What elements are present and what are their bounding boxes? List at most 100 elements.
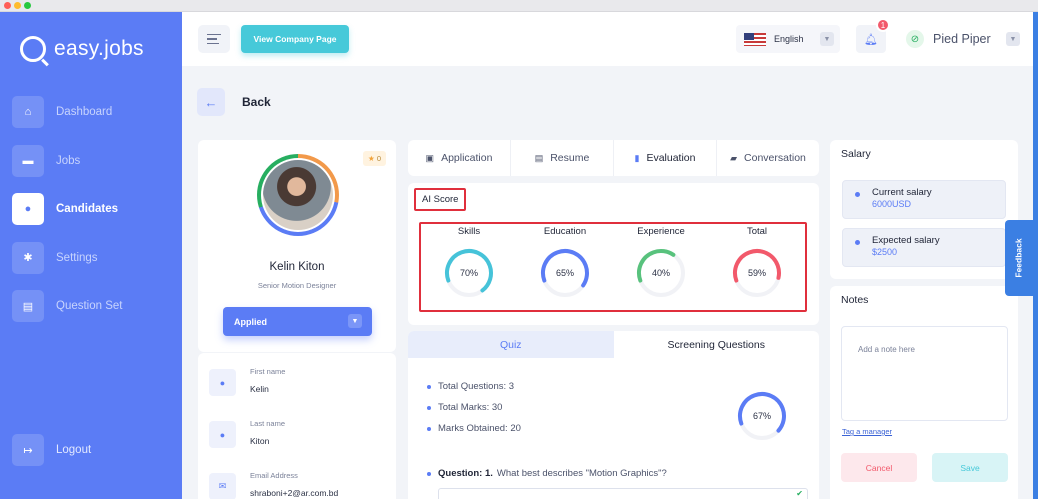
ring-progress-arc bbox=[733, 249, 781, 297]
close-window-button[interactable] bbox=[4, 2, 11, 9]
user-icon: ● bbox=[12, 193, 44, 225]
score-ring: 40% bbox=[635, 247, 687, 299]
sidebar-item-candidates[interactable]: ● Candidates bbox=[12, 193, 172, 225]
logout-button[interactable]: ↦ Logout bbox=[12, 434, 91, 466]
maximize-window-button[interactable] bbox=[24, 2, 31, 9]
company-logo-icon: ⊘ bbox=[906, 30, 924, 48]
language-select[interactable]: English ▼ bbox=[736, 25, 840, 53]
ring-progress-arc bbox=[541, 249, 589, 297]
scrollbar[interactable] bbox=[1033, 12, 1038, 499]
conversation-icon: ▰ bbox=[730, 152, 738, 163]
chevron-down-icon: ▼ bbox=[1006, 32, 1020, 46]
ai-score-title: AI Score bbox=[414, 188, 467, 211]
quiz-question: Question: 1. What best describes "Motion… bbox=[427, 468, 667, 479]
minimize-window-button[interactable] bbox=[14, 2, 21, 9]
info-label: First name bbox=[250, 367, 286, 376]
tab-application[interactable]: ▣ Application bbox=[408, 140, 511, 176]
info-email: ✉ Email Address shraboni+2@ar.com.bd bbox=[209, 469, 338, 499]
company-switcher[interactable]: ⊘ Pied Piper ▼ bbox=[900, 25, 1026, 53]
cancel-button[interactable]: Cancel bbox=[841, 453, 917, 482]
application-icon: ▣ bbox=[425, 152, 435, 163]
info-value: Kiton bbox=[250, 436, 270, 446]
sidebar-item-label: Question Set bbox=[56, 300, 123, 312]
tag-manager-link[interactable]: Tag a manager bbox=[842, 427, 893, 436]
star-icon: ★ bbox=[368, 154, 375, 163]
view-company-page-button[interactable]: View Company Page bbox=[241, 25, 349, 53]
score-ring: 70% bbox=[443, 247, 495, 299]
quiz-score-value: 67% bbox=[752, 411, 771, 421]
logo-text: easy.jobs bbox=[54, 37, 144, 60]
score-label: Experience bbox=[637, 226, 685, 237]
logout-icon: ↦ bbox=[12, 434, 44, 466]
info-value: Kelin bbox=[250, 384, 269, 394]
briefcase-icon: ▬ bbox=[12, 144, 44, 177]
salary-title: Salary bbox=[841, 148, 871, 160]
current-salary-label: Current salary bbox=[872, 187, 932, 198]
mail-icon: ✉ bbox=[209, 473, 236, 499]
score-ring: 59% bbox=[731, 247, 783, 299]
ring-progress-arc bbox=[637, 249, 685, 297]
app-logo[interactable]: easy.jobs bbox=[20, 36, 144, 62]
top-bar: View Company Page English ▼ 🔔︎ 1 ⊘ Pied … bbox=[182, 12, 1038, 66]
info-label: Last name bbox=[250, 419, 286, 428]
progress-ring-svg bbox=[445, 249, 493, 297]
score-skills: Skills 70% bbox=[429, 224, 509, 310]
evaluation-icon: ▮ bbox=[634, 152, 640, 163]
window-titlebar bbox=[0, 0, 1038, 12]
back-label: Back bbox=[242, 95, 271, 109]
note-input[interactable]: Add a note here bbox=[841, 326, 1008, 421]
home-icon: ⌂ bbox=[12, 96, 44, 128]
answer-option[interactable]: ✔ bbox=[438, 488, 808, 499]
total-questions: Total Questions: 3 bbox=[427, 381, 514, 392]
bell-icon: 🔔︎ bbox=[864, 33, 878, 46]
tab-evaluation[interactable]: ▮ Evaluation bbox=[614, 140, 717, 176]
ring-progress-arc bbox=[445, 249, 493, 297]
info-label: Email Address bbox=[250, 471, 298, 480]
sidebar-item-jobs[interactable]: ▬ Jobs bbox=[12, 144, 172, 177]
tab-label: Conversation bbox=[744, 152, 806, 164]
score-label: Total bbox=[746, 226, 768, 237]
tab-label: Resume bbox=[550, 152, 590, 164]
info-first-name: ● First name Kelin bbox=[209, 365, 285, 396]
ring-progress-arc bbox=[738, 392, 786, 440]
quiz-card: Quiz Screening Questions Total Questions… bbox=[408, 331, 819, 499]
score-value: 59% bbox=[747, 268, 766, 278]
rating-badge[interactable]: ★ 0 bbox=[363, 151, 386, 166]
back-button[interactable]: ← bbox=[197, 88, 225, 116]
tab-conversation[interactable]: ▰ Conversation bbox=[717, 140, 819, 176]
resume-icon: ▤ bbox=[534, 152, 544, 163]
menu-toggle-button[interactable] bbox=[198, 25, 230, 53]
tab-resume[interactable]: ▤ Resume bbox=[511, 140, 614, 176]
expected-salary-label: Expected salary bbox=[872, 235, 940, 246]
question-text: What best describes "Motion Graphics"? bbox=[496, 468, 667, 479]
sidebar-item-question-set[interactable]: ▤ Question Set bbox=[12, 290, 172, 322]
logout-label: Logout bbox=[56, 444, 92, 456]
ai-score-card: AI Score Skills 70% Education 65% Experi… bbox=[408, 183, 819, 325]
tab-quiz[interactable]: Quiz bbox=[408, 331, 614, 358]
sidebar-item-settings[interactable]: ✱ Settings bbox=[12, 241, 172, 274]
save-button[interactable]: Save bbox=[932, 453, 1008, 482]
candidate-info-card: ● First name Kelin ● Last name Kiton ✉ E… bbox=[198, 353, 396, 499]
sidebar-item-label: Jobs bbox=[56, 154, 81, 167]
sidebar-nav: ⌂ Dashboard ▬ Jobs ● Candidates ✱ Settin… bbox=[12, 96, 172, 339]
sidebar-item-label: Candidates bbox=[56, 203, 118, 215]
notification-badge: 1 bbox=[876, 18, 890, 32]
sidebar-item-label: Settings bbox=[56, 251, 98, 264]
check-icon: ✔ bbox=[796, 489, 803, 498]
tab-label: Application bbox=[441, 152, 493, 164]
sidebar: easy.jobs ⌂ Dashboard ▬ Jobs ● Candidate… bbox=[0, 12, 182, 499]
info-value: shraboni+2@ar.com.bd bbox=[250, 488, 339, 498]
current-salary: Current salary 6000USD bbox=[842, 180, 1006, 219]
document-icon: ▤ bbox=[12, 290, 44, 322]
score-value: 70% bbox=[459, 268, 478, 278]
status-dropdown[interactable]: Applied ▼ bbox=[223, 307, 372, 336]
us-flag-icon bbox=[744, 32, 766, 46]
sidebar-item-dashboard[interactable]: ⌂ Dashboard bbox=[12, 96, 172, 128]
candidate-role: Senior Motion Designer bbox=[257, 281, 337, 290]
notification-button[interactable]: 🔔︎ 1 bbox=[856, 18, 890, 53]
expected-salary: Expected salary $2500 bbox=[842, 228, 1006, 267]
score-value: 40% bbox=[651, 268, 670, 278]
tab-screening-questions[interactable]: Screening Questions bbox=[667, 338, 765, 351]
feedback-tab[interactable]: Feedback bbox=[1005, 220, 1033, 296]
marks-obtained-text: Marks Obtained: 20 bbox=[438, 423, 521, 434]
